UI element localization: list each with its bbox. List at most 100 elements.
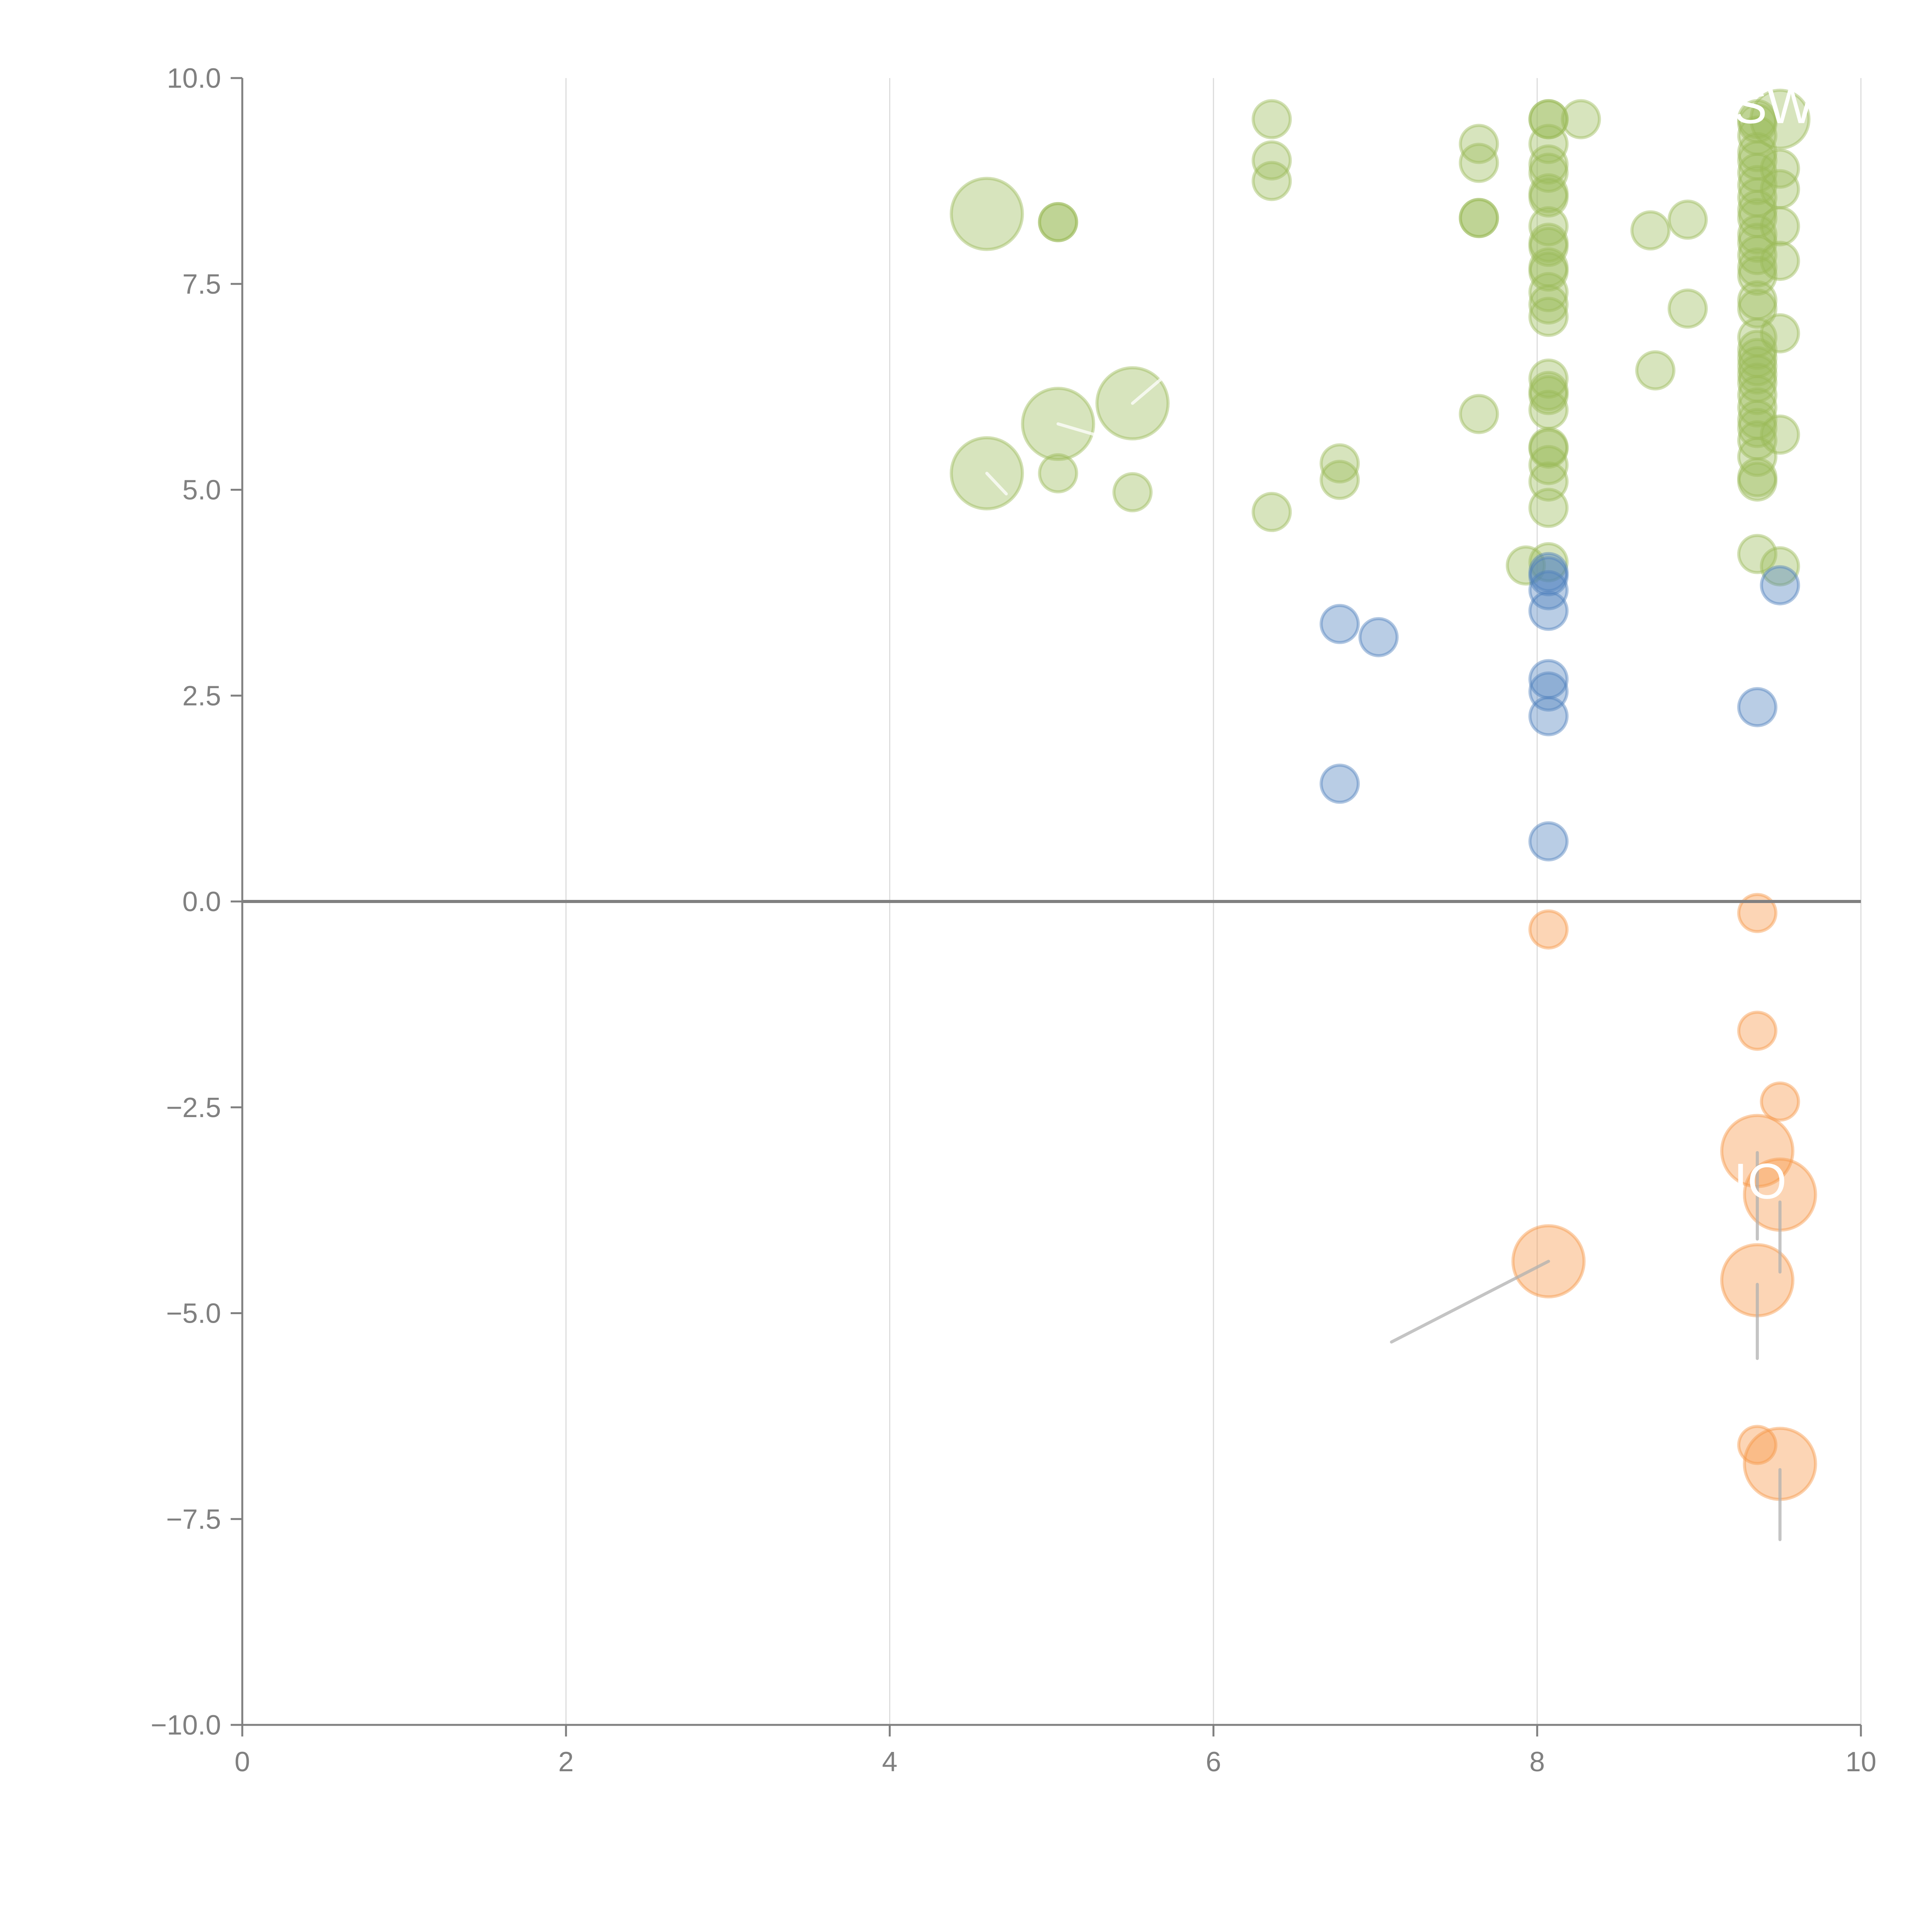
leader-line — [1390, 1260, 1550, 1344]
green-bubble — [1737, 235, 1777, 276]
green-bubble — [1320, 443, 1360, 484]
leader-lines-layer — [985, 377, 1782, 1541]
green-bubble — [1252, 99, 1292, 139]
y-tick-label: −5.0 — [166, 1298, 221, 1329]
green-bubble — [1737, 103, 1777, 144]
orange-bubble — [1528, 909, 1569, 950]
green-bubble — [1459, 198, 1499, 238]
green-bubble — [1737, 420, 1777, 461]
green-bubble — [1112, 472, 1153, 512]
green-bubble — [1737, 346, 1777, 386]
green-bubble — [1320, 459, 1360, 500]
orange-bubble — [1737, 893, 1777, 933]
x-tick-label: 2 — [558, 1747, 574, 1777]
blue-bubble — [1528, 696, 1569, 736]
green-bubble — [1459, 124, 1499, 164]
x-tick-label: 6 — [1206, 1747, 1221, 1777]
green-bubble — [1737, 354, 1777, 395]
green-bubble — [1737, 99, 1777, 139]
green-bubble — [1737, 317, 1777, 358]
green-bubble — [1528, 461, 1569, 502]
leader-line — [1131, 377, 1163, 405]
green-bubble — [1528, 153, 1569, 193]
green-bubble — [1760, 241, 1800, 281]
green-bubble — [1737, 338, 1777, 378]
green-bubble — [1737, 189, 1777, 230]
green-bubble — [1737, 330, 1777, 370]
green-bubble — [1528, 124, 1569, 164]
green-bubble — [1737, 457, 1777, 498]
green-bubble — [1528, 445, 1569, 485]
y-ticks: 10.0 7.5 5.0 2.5 0.0 −2.5 −5.0 −7.5 −10.0 — [151, 63, 242, 1741]
green-bubble — [1528, 284, 1569, 325]
green-bubble — [1528, 251, 1569, 292]
blue-bubble — [1528, 570, 1569, 611]
y-tick-label: 5.0 — [182, 475, 221, 506]
green-bubble — [1737, 165, 1777, 206]
bubbles-layer — [949, 88, 1817, 1501]
green-bubble — [1528, 358, 1569, 399]
green-bubble — [1737, 437, 1777, 477]
green-bubble — [1459, 198, 1499, 238]
y-tick-label: 7.5 — [182, 269, 221, 300]
green-bubble — [1737, 534, 1777, 574]
blue-bubble — [1320, 764, 1360, 804]
green-bubble — [1737, 362, 1777, 403]
y-tick-label: −10.0 — [151, 1710, 221, 1741]
green-bubble — [1528, 173, 1569, 214]
green-bubble — [1667, 199, 1708, 240]
green-bubble — [1528, 427, 1569, 467]
annotations-layer: SW IO — [1734, 78, 1815, 1209]
axes — [241, 78, 1861, 1726]
green-bubble — [1737, 214, 1777, 255]
green-bubble — [1528, 226, 1569, 267]
green-bubble — [1737, 255, 1777, 296]
green-bubble — [1505, 545, 1546, 586]
blue-bubble — [1358, 617, 1399, 657]
green-bubble — [1528, 371, 1569, 411]
blue-bubble — [1528, 659, 1569, 699]
y-tick-label: 2.5 — [182, 680, 221, 711]
orange-bubble — [1737, 1010, 1777, 1051]
green-bubble — [1760, 414, 1800, 455]
green-bubble — [1737, 387, 1777, 428]
green-bubble — [1760, 546, 1800, 587]
blue-bubble — [1737, 687, 1777, 728]
green-bubble — [1630, 210, 1671, 251]
green-bubble — [1528, 223, 1569, 263]
green-bubble — [1737, 153, 1777, 193]
green-bubble — [1252, 492, 1292, 532]
green-bubble — [1749, 88, 1811, 150]
x-ticks: 0 2 4 6 8 10 — [235, 1725, 1876, 1777]
annotation-label: IO — [1734, 1153, 1787, 1209]
x-tick-label: 0 — [235, 1747, 250, 1777]
green-bubble — [1528, 296, 1569, 337]
annotation-label: SW — [1734, 78, 1815, 134]
green-bubble — [1528, 389, 1569, 430]
blue-bubble — [1528, 556, 1569, 597]
green-bubble — [1737, 116, 1777, 156]
green-bubble — [1737, 408, 1777, 448]
leader-line — [1056, 422, 1102, 438]
green-bubble — [1528, 247, 1569, 288]
green-bubble — [1528, 144, 1569, 185]
orange-bubble — [1737, 1425, 1777, 1465]
x-tick-label: 8 — [1529, 1747, 1545, 1777]
y-tick-label: 0.0 — [182, 886, 221, 917]
green-bubble — [1038, 202, 1078, 242]
green-bubble — [1038, 453, 1078, 493]
green-bubble — [1737, 247, 1777, 288]
green-bubble — [1737, 177, 1777, 218]
blue-bubble — [1320, 604, 1360, 644]
green-bubble — [1528, 488, 1569, 528]
green-bubble — [1760, 169, 1800, 209]
green-bubble — [1528, 99, 1569, 139]
x-tick-label: 10 — [1845, 1747, 1876, 1777]
green-bubble — [1737, 375, 1777, 415]
green-bubble — [1635, 350, 1675, 391]
green-bubble — [1528, 375, 1569, 415]
green-bubble — [1038, 202, 1078, 242]
blue-bubble — [1528, 821, 1569, 862]
y-tick-label: −7.5 — [166, 1504, 221, 1535]
blue-bubble — [1760, 565, 1800, 605]
